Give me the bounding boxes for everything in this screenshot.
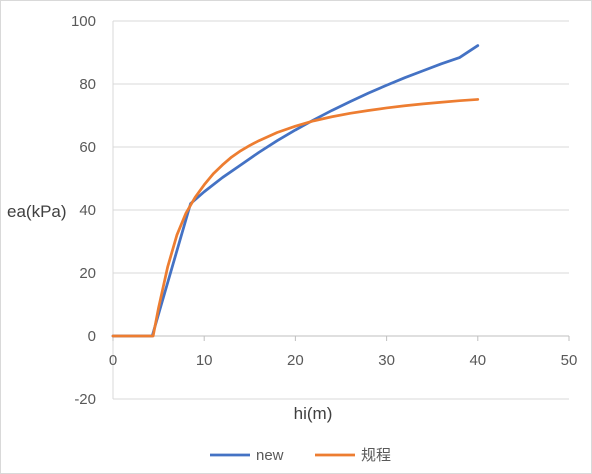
- tick-labels: -20 0 20 40 60 80 100 0 10 20 30 40 50: [71, 13, 577, 408]
- y-tick-label: -20: [74, 391, 96, 408]
- y-axis-title: ea(kPa): [7, 202, 67, 221]
- series-lines: [111, 44, 480, 338]
- legend-label: 规程: [361, 447, 391, 464]
- y-tick-label: 0: [88, 328, 96, 345]
- x-axis-title: hi(m): [294, 404, 333, 423]
- series-line-1: [111, 44, 480, 338]
- legend: new 规程: [210, 447, 391, 464]
- x-tick-label: 30: [378, 352, 395, 369]
- y-tick-label: 100: [71, 13, 96, 30]
- x-tick-label: 0: [109, 352, 117, 369]
- legend-label: new: [256, 447, 284, 464]
- x-tick-label: 20: [287, 352, 304, 369]
- y-tick-label: 80: [79, 76, 96, 93]
- x-tick-label: 50: [561, 352, 578, 369]
- x-tick-label: 10: [196, 352, 213, 369]
- y-tick-label: 20: [79, 265, 96, 282]
- series-line-2: [111, 98, 480, 338]
- y-tick-label: 60: [79, 139, 96, 156]
- y-tick-label: 40: [79, 202, 96, 219]
- gridlines: [113, 20, 569, 400]
- x-tick-label: 40: [469, 352, 486, 369]
